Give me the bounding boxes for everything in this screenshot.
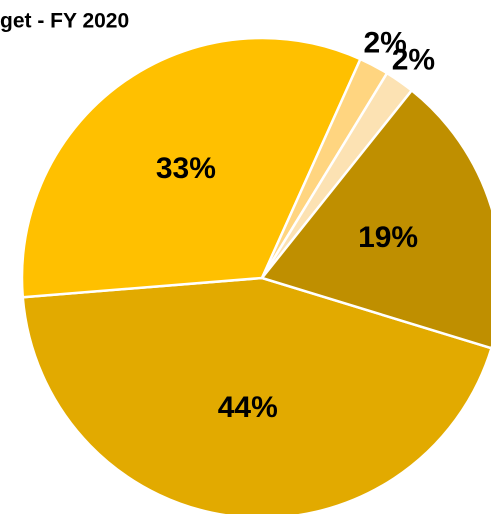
data-label: 44% bbox=[218, 391, 278, 424]
data-label: 2% bbox=[363, 26, 406, 59]
data-label: 2% bbox=[392, 44, 435, 77]
pie-slice bbox=[20, 36, 363, 299]
chart-title: get - FY 2020 bbox=[0, 10, 129, 33]
pie-slice bbox=[259, 88, 491, 350]
data-label: 19% bbox=[358, 221, 418, 254]
pie-slice bbox=[21, 276, 491, 514]
data-label: 33% bbox=[156, 152, 216, 185]
